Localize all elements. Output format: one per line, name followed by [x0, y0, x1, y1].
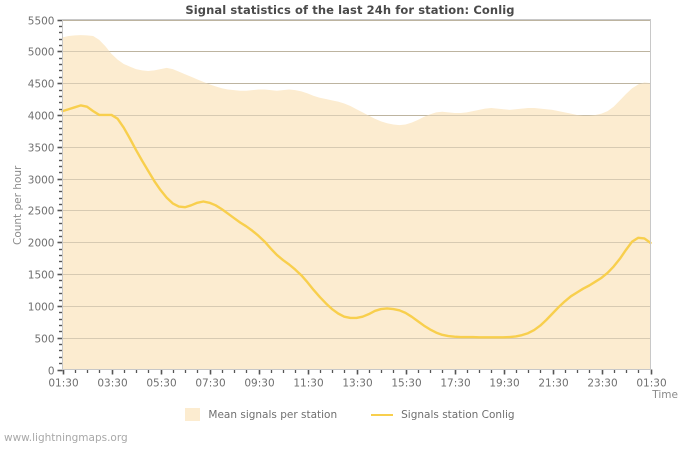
svg-text:15:30: 15:30 [391, 378, 421, 390]
x-axis-label: Time [652, 389, 678, 401]
svg-text:21:30: 21:30 [538, 378, 568, 390]
chart-legend: Mean signals per station Signals station… [0, 408, 700, 421]
svg-text:1500: 1500 [28, 269, 55, 281]
legend-line-swatch-icon [371, 413, 394, 416]
grid-lines-over [62, 20, 651, 339]
svg-text:4000: 4000 [28, 110, 55, 122]
svg-text:01:30: 01:30 [636, 378, 666, 390]
svg-text:03:30: 03:30 [97, 378, 127, 390]
x-axis-ticks: 01:30 03:30 05:30 07:30 09:30 11:30 13:30 15:30… [48, 369, 667, 390]
svg-text:13:30: 13:30 [342, 378, 372, 390]
svg-text:19:30: 19:30 [489, 378, 519, 390]
legend-item-mean-signals: Mean signals per station [185, 408, 337, 421]
series-mean-signals-per-station-area [62, 35, 651, 370]
svg-text:11:30: 11:30 [293, 378, 323, 390]
svg-text:0: 0 [48, 365, 55, 377]
svg-text:09:30: 09:30 [244, 378, 274, 390]
svg-text:01:30: 01:30 [48, 378, 78, 390]
legend-label-mean-signals: Mean signals per station [208, 408, 338, 421]
svg-text:5500: 5500 [28, 15, 55, 27]
plot-frame [62, 19, 651, 370]
footer-attribution: www.lightningmaps.org [4, 432, 128, 444]
svg-text:05:30: 05:30 [146, 378, 176, 390]
legend-item-signals-station: Signals station Conlig [371, 408, 515, 421]
svg-text:07:30: 07:30 [195, 378, 225, 390]
svg-text:4500: 4500 [28, 78, 55, 90]
series-signals-station-conlig-line [61, 104, 652, 339]
svg-text:23:30: 23:30 [587, 378, 617, 390]
svg-text:3500: 3500 [28, 142, 55, 154]
plot-area: 0 500 1000 1500 2000 2500 3000 3500 4000 4500 5000… [28, 15, 667, 390]
svg-text:5000: 5000 [28, 46, 55, 58]
legend-label-signals-station: Signals station Conlig [401, 408, 515, 421]
svg-text:500: 500 [34, 333, 54, 345]
chart-title: Signal statistics of the last 24h for st… [185, 3, 515, 17]
svg-text:2000: 2000 [28, 237, 55, 249]
svg-text:3000: 3000 [28, 174, 55, 186]
legend-area-swatch-icon [185, 408, 201, 421]
svg-text:2500: 2500 [28, 205, 55, 217]
y-axis-ticks: 0 500 1000 1500 2000 2500 3000 3500 4000 4500 5000… [28, 15, 63, 377]
svg-text:1000: 1000 [28, 301, 55, 313]
svg-text:17:30: 17:30 [440, 378, 470, 390]
